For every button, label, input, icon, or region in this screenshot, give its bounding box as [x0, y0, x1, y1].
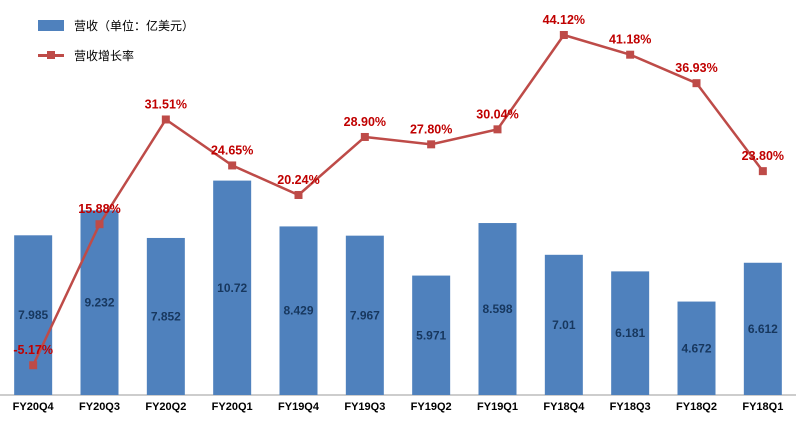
bar-value-label: 4.672 [681, 341, 711, 355]
growth-marker [427, 140, 436, 149]
category-label: FY20Q2 [145, 401, 186, 413]
revenue-bar [412, 275, 451, 395]
revenue-bar [80, 210, 119, 395]
revenue-bar [279, 226, 318, 395]
growth-value-label: -5.17% [13, 343, 53, 357]
revenue-bar [213, 180, 252, 395]
category-label: FY18Q4 [543, 401, 585, 413]
growth-value-label: 36.93% [675, 61, 717, 75]
bar-value-label: 8.429 [283, 304, 313, 318]
growth-marker [360, 132, 369, 141]
revenue-bar [146, 237, 185, 395]
revenue-bar [478, 223, 517, 395]
revenue-bar-swatch-icon [38, 19, 64, 31]
revenue-bar [677, 301, 716, 395]
bar-value-label: 5.971 [416, 328, 446, 342]
bar-value-label: 8.598 [482, 302, 512, 316]
growth-marker [493, 125, 502, 134]
growth-value-label: 41.18% [609, 33, 651, 47]
revenue-bar [743, 262, 782, 395]
growth-value-label: 20.24% [277, 173, 319, 187]
legend-item-revenue: 营收（单位：亿美元） [38, 14, 194, 36]
growth-marker [95, 220, 104, 229]
growth-marker [559, 30, 568, 39]
growth-marker [294, 190, 303, 199]
growth-value-label: 31.51% [145, 97, 187, 111]
growth-marker [228, 161, 237, 170]
growth-marker [161, 115, 170, 124]
growth-line-swatch-icon [38, 50, 64, 61]
category-label: FY18Q2 [676, 401, 717, 413]
bar-value-label: 7.985 [18, 308, 48, 322]
growth-value-label: 27.80% [410, 122, 452, 136]
growth-value-label: 23.80% [742, 149, 784, 163]
category-label: FY19Q4 [278, 401, 320, 413]
growth-marker [626, 50, 635, 59]
revenue-bar [345, 235, 384, 395]
legend-revenue-label: 营收（单位：亿美元） [74, 18, 195, 33]
growth-value-label: 15.88% [78, 202, 120, 216]
category-label: FY20Q4 [13, 401, 55, 413]
bar-value-label: 9.232 [84, 296, 114, 310]
category-label: FY19Q2 [411, 401, 452, 413]
growth-value-label: 28.90% [344, 115, 386, 129]
revenue-bar [544, 254, 583, 395]
category-label: FY20Q1 [212, 401, 253, 413]
bar-value-label: 6.181 [615, 326, 645, 340]
bar-value-label: 7.852 [151, 309, 181, 323]
growth-value-label: 44.12% [543, 13, 585, 27]
bar-value-label: 10.72 [217, 281, 247, 295]
growth-marker [692, 79, 701, 88]
category-label: FY19Q3 [344, 401, 385, 413]
bar-value-label: 7.01 [552, 318, 576, 332]
growth-value-label: 24.65% [211, 143, 253, 157]
growth-marker [758, 167, 767, 176]
growth-marker [29, 361, 38, 370]
growth-line [32, 33, 764, 366]
revenue-bar [611, 271, 650, 395]
category-label: FY19Q1 [477, 401, 518, 413]
category-label: FY18Q3 [610, 401, 651, 413]
bar-value-label: 6.612 [748, 322, 778, 336]
growth-line-marker [47, 50, 55, 59]
bar-value-label: 7.967 [350, 308, 380, 322]
legend-growth-label: 营收增长率 [74, 48, 135, 63]
category-label: FY18Q1 [742, 401, 783, 413]
legend-item-growth: 营收增长率 [38, 44, 194, 66]
chart-legend: 营收（单位：亿美元） 营收增长率 [38, 14, 194, 74]
growth-value-label: 30.04% [476, 107, 518, 121]
category-label: FY20Q3 [79, 401, 120, 413]
